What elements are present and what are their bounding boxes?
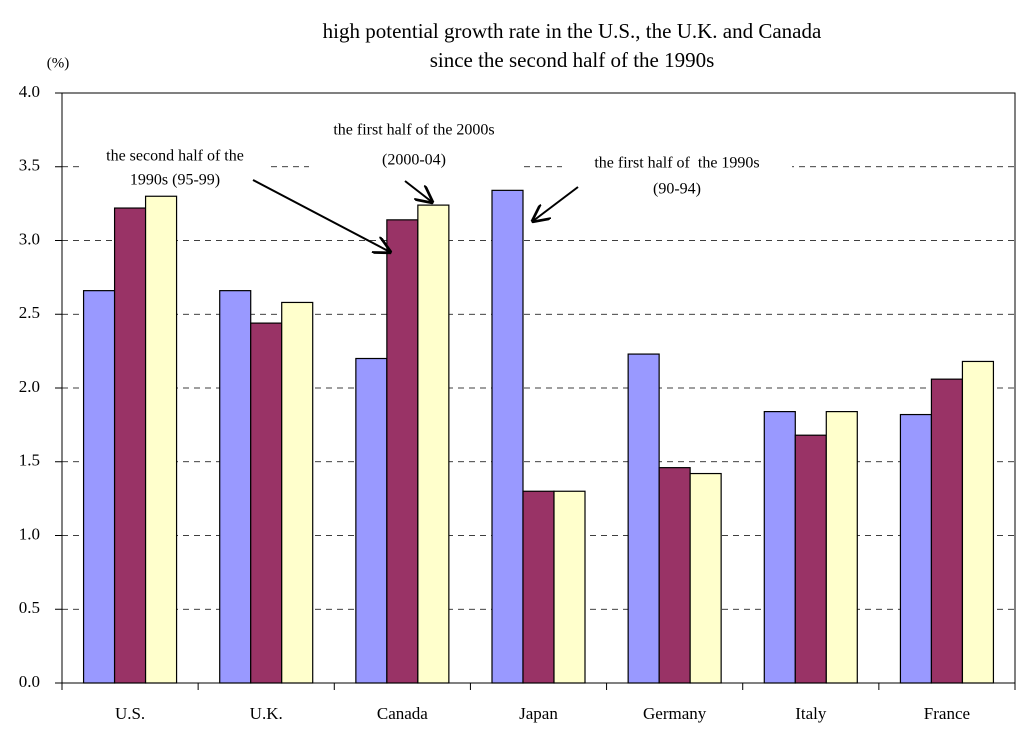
bar <box>794 434 827 684</box>
annotation: the first half of the 2000s <box>333 122 494 139</box>
y-axis-label: (%) <box>47 55 70 71</box>
annotation: (2000-04) <box>382 152 446 169</box>
x-tick-label: Germany <box>643 704 707 723</box>
bar <box>491 189 524 684</box>
bar <box>689 472 722 684</box>
bar <box>899 413 933 684</box>
annotation: the second half of the <box>106 148 244 165</box>
annotation: (90-94) <box>653 181 701 198</box>
bar <box>825 411 858 684</box>
annotation-bg <box>562 152 792 202</box>
annotation-bg <box>80 145 270 193</box>
y-tick-label: 0.5 <box>19 598 40 617</box>
y-tick-label: 1.5 <box>19 451 40 470</box>
y-tick-label: 3.5 <box>19 156 40 175</box>
bar <box>417 204 450 684</box>
y-tick-label: 2.0 <box>19 377 40 396</box>
x-tick-label: Italy <box>795 704 827 723</box>
y-tick-label: 3.0 <box>19 229 40 248</box>
bar <box>763 411 796 684</box>
bar <box>355 357 388 684</box>
bar <box>113 207 147 684</box>
x-tick-label: U.S. <box>115 704 145 723</box>
x-tick-label: Japan <box>519 704 558 723</box>
y-tick-label: 1.0 <box>19 524 40 543</box>
bar <box>250 322 283 684</box>
bar <box>522 490 555 684</box>
x-tick-label: France <box>924 704 970 723</box>
chart-title: since the second half of the 1990s <box>430 48 715 72</box>
bar <box>219 290 252 684</box>
bar <box>658 467 691 684</box>
annotation: the first half of the 1990s <box>594 155 759 172</box>
y-tick-label: 4.0 <box>19 82 40 101</box>
bar <box>961 360 995 684</box>
annotation-bg <box>309 119 519 173</box>
bar <box>144 195 178 684</box>
bar <box>386 219 419 684</box>
bar <box>930 378 964 684</box>
bar <box>627 353 660 684</box>
x-tick-label: Canada <box>377 704 428 723</box>
y-tick-label: 2.5 <box>19 303 40 322</box>
chart-title: high potential growth rate in the U.S., … <box>323 19 822 43</box>
y-tick-label: 0.0 <box>19 672 40 691</box>
annotation-arrow <box>404 180 432 202</box>
annotation: 1990s (95-99) <box>130 172 220 189</box>
annotation-arrow <box>252 179 390 252</box>
bar <box>553 490 586 684</box>
bar <box>281 301 314 684</box>
x-tick-label: U.K. <box>250 704 283 723</box>
annotation-arrow <box>533 186 579 221</box>
bar <box>82 290 116 684</box>
